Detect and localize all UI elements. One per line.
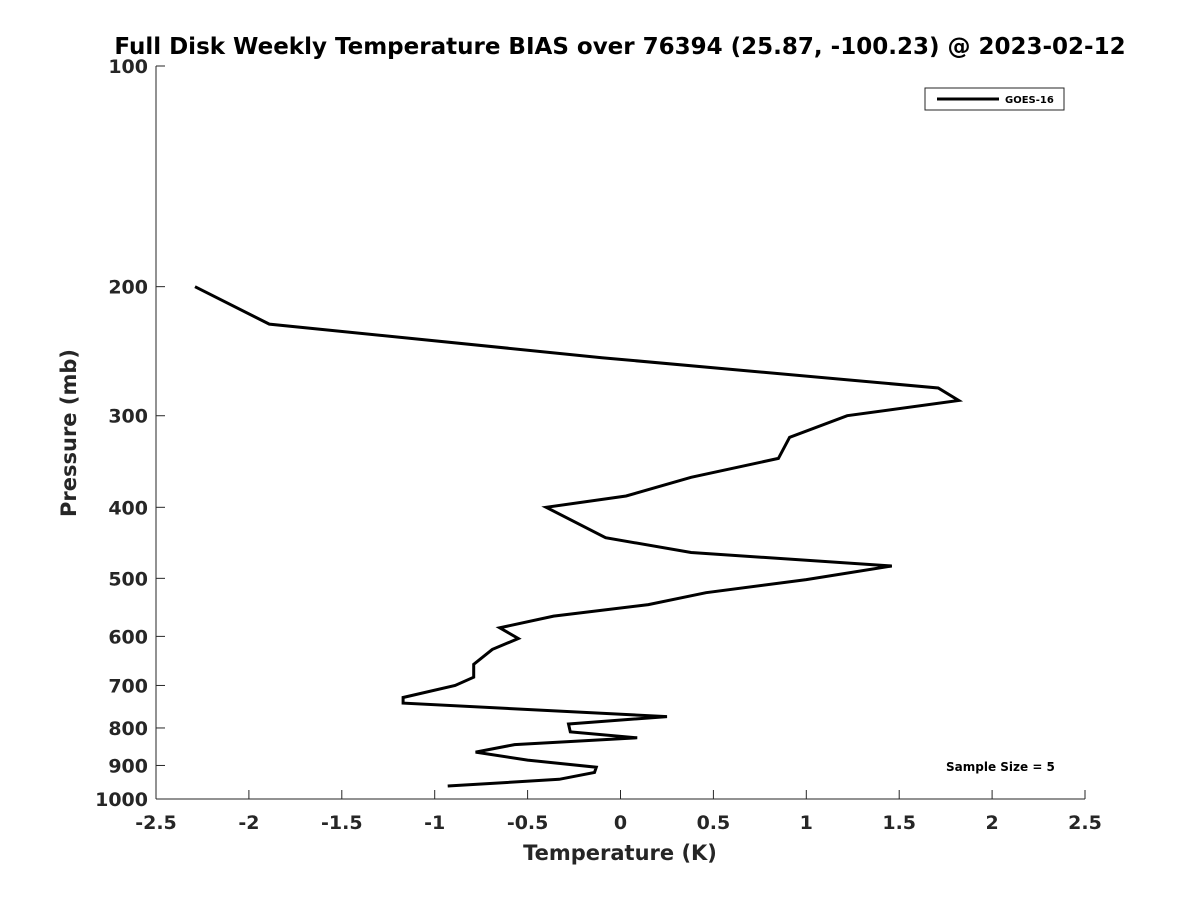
chart-title: Full Disk Weekly Temperature BIAS over 7…	[114, 34, 1125, 60]
x-tick-label: 0.5	[697, 812, 731, 834]
x-tick-label: 1	[800, 812, 813, 834]
x-ticks: -2.5 -2 -1.5 -1 -0.5 0 0.5 1 1.5 2 2.5	[135, 790, 1102, 834]
x-tick-label: -2	[238, 812, 259, 834]
y-tick-label: 700	[108, 675, 148, 697]
legend: GOES-16	[924, 87, 1065, 111]
y-tick-label: 500	[108, 568, 148, 590]
x-tick-label: -0.5	[507, 812, 549, 834]
x-tick-label: 1.5	[882, 812, 916, 834]
y-tick-label: 600	[108, 626, 148, 648]
sample-size-annotation: Sample Size = 5	[946, 760, 1055, 774]
x-tick-label: -1	[424, 812, 445, 834]
y-tick-label: 200	[108, 277, 148, 299]
x-tick-label: 2.5	[1068, 812, 1102, 834]
x-tick-label: -1.5	[321, 812, 363, 834]
y-tick-label: 800	[108, 718, 148, 740]
y-ticks: 100 200 300 400 500 600 700 800 900 1000	[95, 56, 165, 811]
series-layer	[194, 285, 964, 788]
y-tick-label: 400	[108, 497, 148, 519]
y-tick-label: 100	[108, 56, 148, 78]
x-axis-label: Temperature (K)	[523, 841, 717, 865]
y-tick-label: 900	[108, 755, 148, 777]
series-line-goes-16	[194, 285, 964, 788]
y-tick-label: 1000	[95, 789, 148, 811]
x-tick-label: 2	[985, 812, 998, 834]
y-tick-label: 300	[108, 406, 148, 428]
x-tick-label: -2.5	[135, 812, 177, 834]
x-tick-label: 0	[614, 812, 627, 834]
y-axis-label: Pressure (mb)	[57, 349, 81, 517]
legend-label-goes-16: GOES-16	[1005, 95, 1054, 106]
